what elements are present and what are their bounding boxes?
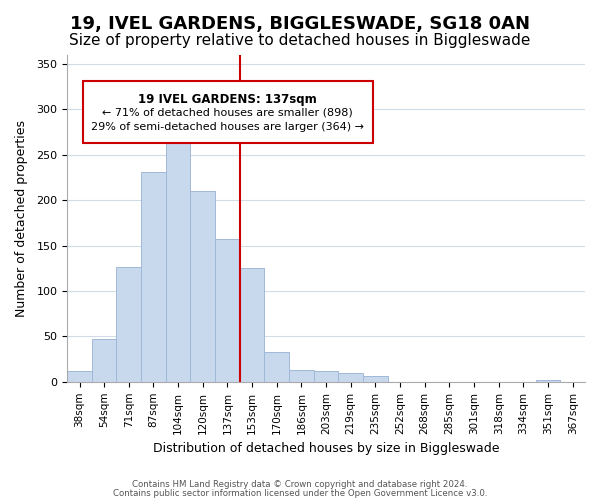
Bar xyxy=(215,240,240,382)
Bar xyxy=(67,371,92,382)
Text: 29% of semi-detached houses are larger (364) →: 29% of semi-detached houses are larger (… xyxy=(91,122,364,132)
Text: ← 71% of detached houses are smaller (898): ← 71% of detached houses are smaller (89… xyxy=(103,108,353,118)
Bar xyxy=(265,352,289,382)
Bar xyxy=(92,339,116,382)
X-axis label: Distribution of detached houses by size in Biggleswade: Distribution of detached houses by size … xyxy=(153,442,499,455)
Text: 19 IVEL GARDENS: 137sqm: 19 IVEL GARDENS: 137sqm xyxy=(139,92,317,106)
Text: Contains public sector information licensed under the Open Government Licence v3: Contains public sector information licen… xyxy=(113,488,487,498)
Bar xyxy=(166,125,190,382)
Bar xyxy=(240,268,265,382)
Text: Size of property relative to detached houses in Biggleswade: Size of property relative to detached ho… xyxy=(70,32,530,48)
Bar xyxy=(289,370,314,382)
Bar xyxy=(116,266,141,382)
Bar xyxy=(338,372,363,382)
Bar xyxy=(190,191,215,382)
Bar xyxy=(314,371,338,382)
FancyBboxPatch shape xyxy=(83,81,373,143)
Bar xyxy=(141,172,166,382)
Text: 19, IVEL GARDENS, BIGGLESWADE, SG18 0AN: 19, IVEL GARDENS, BIGGLESWADE, SG18 0AN xyxy=(70,15,530,33)
Text: Contains HM Land Registry data © Crown copyright and database right 2024.: Contains HM Land Registry data © Crown c… xyxy=(132,480,468,489)
Bar xyxy=(363,376,388,382)
Bar xyxy=(536,380,560,382)
Y-axis label: Number of detached properties: Number of detached properties xyxy=(15,120,28,317)
